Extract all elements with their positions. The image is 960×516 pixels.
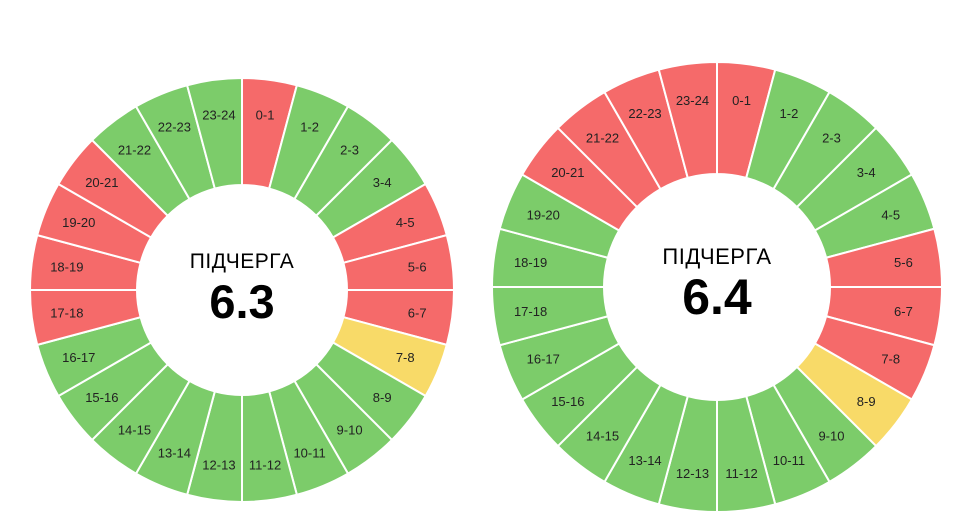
segment-23-24 [657, 60, 718, 180]
segment-label: 3-4 [857, 165, 876, 180]
segment-label: 13-14 [158, 446, 191, 461]
segment-label: 0-1 [256, 107, 275, 122]
segment-label: 7-8 [881, 351, 900, 366]
segment-label: 4-5 [881, 208, 900, 223]
segment-label: 22-23 [158, 119, 191, 134]
center-label: ПІДЧЕРГА [189, 250, 295, 273]
donut-chart-6-4: 0-1 1-2 2-3 3-4 4-5 5-6 6-7 7-8 8-9 9-10 10-11 11-1… [490, 60, 944, 514]
segment-label: 12-13 [676, 466, 709, 481]
segment-label: 8-9 [373, 390, 392, 405]
segment-label: 10-11 [293, 446, 325, 461]
segment-label: 20-21 [85, 175, 118, 190]
center-value: 6.3 [209, 275, 275, 328]
segment-label: 18-19 [514, 255, 547, 270]
segment-label: 14-15 [118, 423, 151, 438]
segment-label: 15-16 [85, 390, 118, 405]
segment-23-24 [185, 76, 243, 190]
segment-label: 18-19 [50, 259, 83, 274]
segment-label: 21-22 [118, 142, 151, 157]
segment-label: 7-8 [396, 350, 415, 365]
center-value: 6.4 [682, 269, 752, 325]
donut-chart-6-3: 0-1 1-2 2-3 3-4 4-5 5-6 6-7 7-8 8-9 9-10 10-11 11-1… [28, 76, 456, 504]
segment-label: 22-23 [628, 106, 661, 121]
schedule-chart-6-3: 0-1 1-2 2-3 3-4 4-5 5-6 6-7 7-8 8-9 9-10 10-11 11-1… [28, 76, 456, 504]
segment-label: 9-10 [337, 423, 363, 438]
segment-label: 9-10 [818, 429, 844, 444]
segment-label: 16-17 [62, 350, 95, 365]
segment-label: 19-20 [527, 208, 560, 223]
segment-label: 13-14 [628, 453, 661, 468]
segment-label: 17-18 [50, 306, 83, 321]
segment-label: 19-20 [62, 215, 95, 230]
segment-label: 14-15 [586, 429, 619, 444]
segment-label: 12-13 [202, 458, 235, 473]
center-label: ПІДЧЕРГА [662, 244, 772, 269]
segment-label: 2-3 [340, 142, 359, 157]
segment-label: 11-12 [249, 458, 281, 473]
schedule-chart-6-4: 0-1 1-2 2-3 3-4 4-5 5-6 6-7 7-8 8-9 9-10 10-11 11-1… [490, 60, 944, 514]
segment-label: 16-17 [527, 351, 560, 366]
segment-label: 3-4 [373, 175, 392, 190]
segment-label: 6-7 [408, 306, 427, 321]
segment-label: 23-24 [676, 93, 709, 108]
segment-label: 0-1 [732, 93, 751, 108]
segment-label: 1-2 [300, 119, 319, 134]
segment-label: 17-18 [514, 304, 547, 319]
segment-label: 15-16 [551, 394, 584, 409]
segment-label: 8-9 [857, 394, 876, 409]
segment-label: 11-12 [725, 466, 757, 481]
segment-label: 2-3 [822, 130, 841, 145]
segment-label: 20-21 [551, 165, 584, 180]
segment-label: 6-7 [894, 304, 913, 319]
segment-label: 23-24 [202, 107, 235, 122]
segment-label: 10-11 [773, 453, 805, 468]
segment-label: 21-22 [586, 130, 619, 145]
segment-label: 5-6 [408, 259, 427, 274]
segment-label: 4-5 [396, 215, 415, 230]
segment-label: 5-6 [894, 255, 913, 270]
segment-label: 1-2 [780, 106, 799, 121]
